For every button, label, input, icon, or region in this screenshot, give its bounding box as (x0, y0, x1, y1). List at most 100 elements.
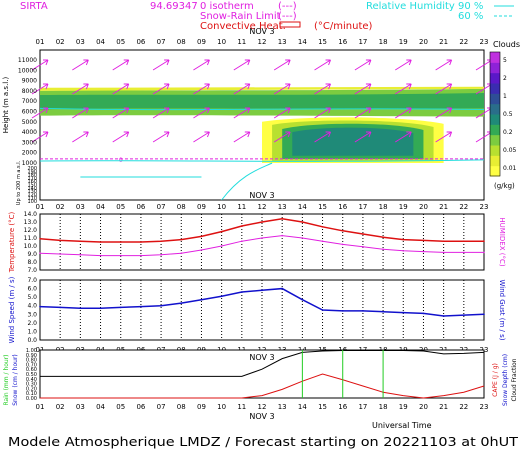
cloud-ytick-label-low: 130 (27, 189, 37, 195)
hour-tick-label-top: 11 (237, 38, 246, 46)
rh-contour-60 (221, 162, 273, 201)
wind-arrow (395, 83, 412, 95)
wind-arrow (152, 59, 170, 71)
cloud-legend-tick: 1 (503, 93, 507, 100)
cloud-ytick-label-low: 140 (27, 186, 37, 192)
cloud-legend-swatch (490, 52, 500, 63)
wind-arrow (395, 59, 412, 71)
wind-arrow (193, 83, 210, 95)
wind-arrow (31, 131, 49, 143)
cloud-legend-swatch (490, 134, 500, 146)
cloudfrac-ylabel: Cloud Fraction (511, 358, 518, 401)
wind-panel-series-point (321, 309, 324, 311)
temp-panel-series-point (220, 245, 223, 247)
wind-panel-ytick-label: 6.0 (27, 286, 37, 293)
temp-panel-series-point (442, 240, 445, 242)
wind-panel-series-point (99, 307, 102, 310)
wind-arrow (435, 107, 453, 119)
temp-panel-series-point (39, 238, 41, 240)
wind-panel-series-point (39, 305, 41, 308)
wind-arrow (31, 107, 49, 119)
temp-panel-series-point (402, 250, 405, 252)
cloud-ytick-label: 10000 (18, 67, 37, 74)
hour-tick-label-bottom: 07 (157, 403, 166, 411)
wind-panel-series-point (281, 287, 283, 290)
wind-panel-series-point (463, 314, 465, 316)
hour-tick-label-top: 21 (439, 38, 448, 46)
cloud-legend-swatch (490, 114, 500, 125)
wind-panel-series-point (119, 306, 122, 309)
wind-panel-series-point (160, 304, 162, 307)
cloud-ytick-label: 9000 (22, 78, 37, 85)
wind-panel-series-point (200, 298, 203, 301)
hour-tick-label: 22 (459, 203, 468, 211)
day-label-cloud: NOV 3 (249, 191, 274, 200)
temp-panel-series-point (261, 237, 263, 239)
cloud-ytick-label-low: 150 (27, 183, 37, 189)
hour-tick-label: 18 (379, 203, 388, 211)
wind-arrow (193, 59, 210, 71)
axis-label-time: Universal Time (372, 421, 432, 430)
wind-arrow (233, 107, 251, 119)
cloud-ylabel: Height (m a.s.l.) (2, 77, 10, 134)
hour-tick-label: 08 (177, 203, 186, 211)
hour-tick-label-top: 08 (177, 38, 186, 46)
cloud-ytick-label: 7000 (22, 98, 37, 105)
wind-panel-series-point (301, 298, 304, 301)
humidex-ylabel: HUMIDEX (°C) (498, 217, 506, 266)
legend-snowrain-sym: (---) (278, 11, 297, 22)
wind-panel-series-point (140, 305, 142, 308)
wind-panel-series-point (442, 315, 445, 317)
cloud-legend-title: Clouds (493, 40, 520, 49)
hour-tick-label-bottom: 08 (177, 403, 186, 411)
rain-panel-frame (39, 349, 485, 399)
wind-arrow (233, 131, 251, 143)
rain-ytick-label: 0.80 (26, 358, 37, 364)
cloud-ytick-label-low: 100 (27, 199, 37, 205)
wind-arrow (233, 59, 251, 71)
hour-tick-label: 01 (36, 203, 45, 211)
hour-tick-label-top: 07 (157, 38, 166, 46)
hour-tick-label: 14 (298, 203, 307, 211)
cloud-mass-core (292, 127, 414, 156)
temp-panel-series-point (180, 238, 183, 241)
temp-panel-series-point (442, 251, 445, 254)
temp-panel-series-point (341, 230, 344, 232)
temp-panel-ytick-label: 10.0 (24, 243, 38, 250)
wind-arrow (72, 131, 89, 143)
hour-tick-label: 21 (439, 203, 448, 211)
hour-tick-label: 06 (136, 203, 145, 211)
temp-panel-series-point (140, 254, 142, 257)
wind-arrow (354, 59, 372, 71)
wind-arrow (72, 59, 89, 71)
temp-panel-series-point (39, 252, 41, 254)
hour-tick-label-top: 16 (338, 38, 347, 46)
temp-panel-series-point (483, 251, 485, 254)
temp-panel-series-point (79, 240, 82, 242)
rain-ytick-label: 0.90 (26, 353, 37, 359)
wind-arrow (152, 83, 170, 95)
wind-panel-series-point (402, 311, 405, 314)
wind-arrow (435, 83, 453, 95)
temp-panel-series-point (422, 239, 425, 242)
hour-tick-label-bottom: 10 (217, 403, 226, 411)
wind-arrow (112, 131, 130, 143)
temp-panel-series-point (261, 221, 263, 223)
temp-panel-series-point (463, 240, 465, 242)
cloud-legend-swatch (490, 83, 500, 94)
legend-isotherm-sym: (---) (278, 1, 297, 12)
hour-tick-label: 20 (419, 203, 428, 211)
temp-panel-ytick-label: 8.0 (27, 259, 37, 266)
rain-ytick-label: 0.50 (26, 372, 37, 378)
cloud-legend-swatch (490, 103, 500, 115)
hour-tick-label-bottom: 12 (258, 403, 267, 411)
hour-tick-label: 09 (197, 203, 206, 211)
wind-arrow (273, 59, 291, 71)
wind-arrow (112, 83, 130, 95)
hour-tick-label: 11 (237, 203, 246, 211)
cloud-legend-swatch (490, 145, 500, 156)
cloud-legend-swatch (490, 62, 500, 74)
temp-panel-ytick-label: 11.0 (24, 235, 38, 242)
hour-tick-label: 10 (217, 203, 226, 211)
